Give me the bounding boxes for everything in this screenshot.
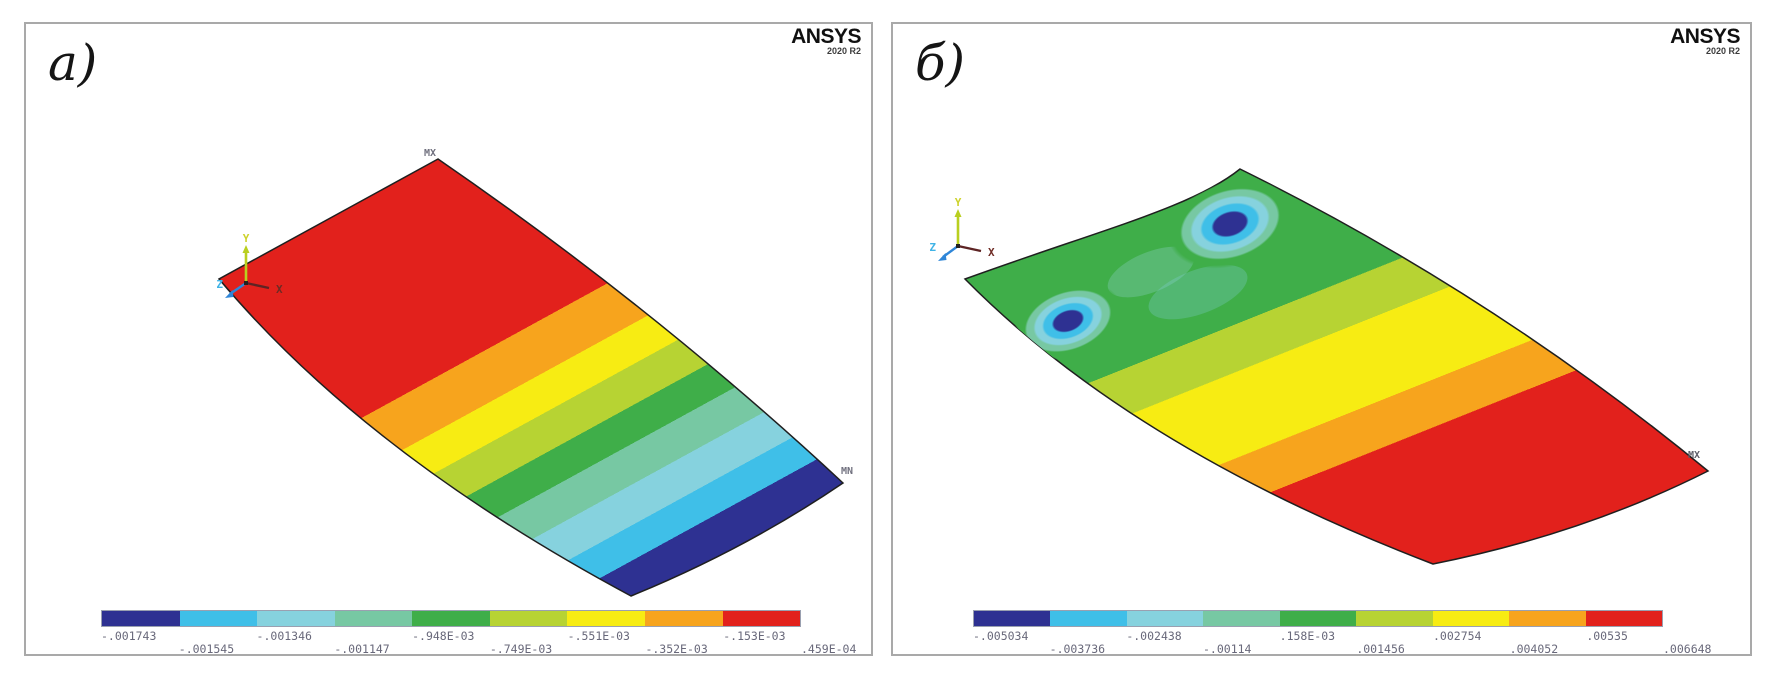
colorbar [973,610,1663,627]
colorbar-segment [102,611,180,626]
axis-triad: Y X Z [216,232,283,298]
panel-b: б) ANSYS 2020 R2 Y X [891,22,1752,656]
x-axis-line [957,244,982,253]
max-marker: MX [424,148,437,159]
colorbar-segment [567,611,645,626]
colorbar-segment [974,611,1051,626]
ansys-logo-brand: ANSYS [791,25,861,48]
ansys-logo: ANSYS 2020 R2 [1670,25,1740,56]
ansys-logo: ANSYS 2020 R2 [791,25,861,56]
colorbar-segment [1432,611,1510,626]
subfigure-label-a: а) [48,34,98,92]
colorbar-segment [1050,611,1127,626]
ansys-logo-version: 2020 R2 [826,46,861,56]
panel-a: а) ANSYS 2020 R2 Y X Z MX MN -.001743 -.0… [24,22,873,656]
colorbar-segment [257,611,335,626]
z-axis-arrow-icon [938,253,947,261]
colorbar-segment [489,611,568,626]
ansys-logo-version: 2020 R2 [1705,46,1740,56]
colorbar-segment [1203,611,1280,626]
y-axis-arrow-icon [954,209,962,217]
y-axis-arrow-icon [242,245,250,253]
x-axis-label: X [988,246,995,259]
contour-features [1013,179,1293,360]
ansys-logo-brand: ANSYS [1670,25,1740,48]
contour-plot-a: Y X Z [216,158,845,597]
colorbar [101,610,801,627]
x-axis-label: X [276,283,283,296]
colorbar-segment [722,611,801,626]
z-axis-label: Z [216,278,223,291]
z-axis-arrow-icon [225,290,234,298]
colorbar-segment [1126,611,1204,626]
contour-teal-patch [1107,246,1195,298]
axis-triad: Y X Z [929,196,995,261]
contour-plot-b: Y X Z [929,168,1710,565]
contour-teal-patch [1148,264,1248,320]
colorbar-segment [1585,611,1662,626]
y-axis-label: Y [955,196,962,209]
min-marker: MN [841,466,854,477]
colorbar-segment [644,611,723,626]
colorbar-segment [1509,611,1586,626]
y-axis-label: Y [243,232,250,245]
z-axis-label: Z [929,241,936,254]
triad-origin [956,244,960,248]
colorbar-segment [179,611,258,626]
plate-surface-b [963,168,1710,565]
colorbar-segment [1356,611,1433,626]
colorbar-segment [412,611,490,626]
max-marker: MX [1688,450,1701,461]
subfigure-label-b: б) [915,34,966,92]
plate-surface-a [217,158,845,597]
triad-origin [244,281,248,285]
x-axis-line [245,281,270,290]
contour-dip-left [1013,282,1123,360]
contour-dip-top [1167,179,1293,269]
colorbar-segment [1279,611,1357,626]
colorbar-segment [334,611,413,626]
